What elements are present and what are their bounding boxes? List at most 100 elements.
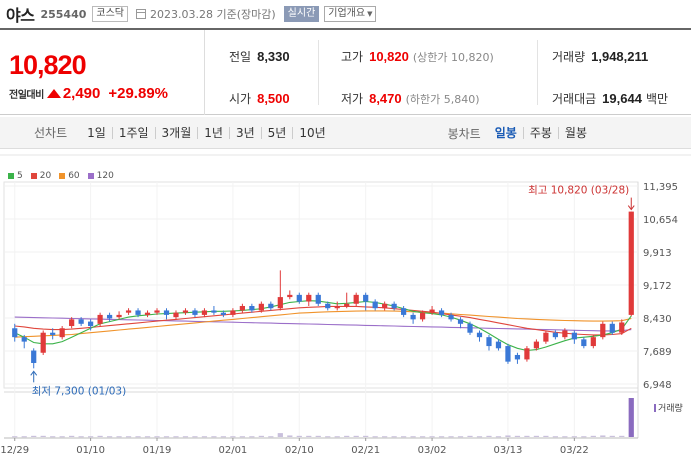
candle-body	[287, 294, 293, 298]
period-3m[interactable]: 3개월	[154, 126, 198, 139]
candle-body	[467, 323, 473, 333]
volume-bar	[581, 436, 587, 438]
candle-body	[135, 310, 141, 315]
candle-monthly[interactable]: 월봉	[557, 127, 593, 139]
y-tick-label: 6,948	[643, 380, 672, 391]
candle-body	[372, 301, 378, 309]
volume-bar	[173, 436, 179, 438]
candle-body	[144, 312, 151, 315]
legend-ma5: 5	[8, 171, 23, 181]
volume-bar	[495, 436, 502, 438]
legend-label: 60	[68, 171, 80, 181]
stat-volume-value: 1,948,211	[591, 49, 649, 64]
candle-body	[78, 319, 84, 324]
volume-bar	[50, 436, 56, 438]
candle-body	[325, 303, 331, 309]
x-tick-label: 01/19	[143, 445, 172, 455]
candle-body	[12, 328, 18, 338]
volume-bar	[476, 436, 483, 438]
candle-body	[69, 319, 75, 327]
volume-bar	[182, 436, 189, 438]
period-5y[interactable]: 5년	[260, 126, 293, 139]
divider	[537, 40, 538, 105]
volume-bars: 거래량	[12, 398, 683, 438]
stock-header: 야스 255440 코스닥 2023.03.28 기준(장마감) 실시간 기업개…	[0, 0, 691, 28]
candle-body	[154, 310, 160, 313]
volume-bar	[306, 435, 312, 437]
period-3y[interactable]: 3년	[228, 126, 261, 139]
volume-bar	[249, 436, 255, 438]
candle-body	[239, 305, 245, 311]
volume-bar	[78, 436, 84, 438]
period-1d[interactable]: 1일	[87, 125, 106, 140]
candle-weekly[interactable]: 주봉	[522, 127, 558, 139]
price-panel: 10,820 전일대비 2,490 +29.89% 전일 8,330 고가 10…	[0, 28, 691, 115]
period-10y[interactable]: 10년	[292, 126, 331, 139]
realtime-button[interactable]: 실시간	[283, 6, 320, 22]
moving-averages	[14, 300, 632, 352]
volume-bar	[125, 436, 132, 438]
stat-low-note: (하한가 5,840)	[405, 93, 480, 106]
volume-bar	[201, 436, 208, 438]
volume-bar	[239, 436, 245, 438]
volume-bar	[543, 435, 549, 437]
volume-bar	[353, 435, 359, 437]
line-chart-label[interactable]: 선차트	[34, 126, 68, 140]
ma-legend: 5 20 60 120	[8, 171, 122, 181]
stat-open: 시가 8,500	[229, 90, 290, 107]
volume-bar	[325, 436, 331, 438]
legend-ma20: 20	[30, 171, 51, 181]
candle-body	[334, 305, 340, 309]
stat-amount-unit: 백만	[645, 92, 669, 106]
candle-body	[173, 312, 179, 318]
y-tick-label: 10,654	[643, 215, 678, 226]
volume-bar	[410, 436, 416, 438]
volume-bar	[619, 435, 625, 437]
candle-body	[495, 341, 502, 349]
volume-bar	[40, 435, 46, 437]
calendar-icon	[136, 9, 146, 19]
candle-chart-label[interactable]: 봉차트	[447, 126, 481, 141]
period-1w[interactable]: 1주일	[111, 126, 155, 139]
stock-name[interactable]: 야스	[6, 6, 35, 25]
current-price: 10,820	[9, 50, 87, 80]
volume-bar	[12, 436, 18, 438]
chart-grid	[0, 154, 691, 439]
candle-body	[97, 314, 103, 324]
candle-body	[249, 305, 255, 311]
company-info-button[interactable]: 기업개요 ▼	[324, 6, 377, 22]
candles	[12, 211, 634, 369]
high-annotation: 최고 10,820 (03/28)	[528, 185, 629, 197]
legend-swatch	[87, 173, 94, 179]
stat-high-note: (상한가 10,820)	[412, 51, 494, 64]
x-tick-label: 03/02	[418, 445, 447, 455]
x-tick-label: 12/29	[0, 445, 29, 455]
low-annotation: 최저 7,300 (01/03)	[32, 385, 127, 397]
volume-bar	[192, 436, 198, 438]
volume-bar	[429, 436, 435, 438]
candle-body	[401, 308, 407, 315]
candle-body	[505, 346, 511, 362]
candle-body	[277, 297, 283, 309]
candle-body	[552, 332, 558, 338]
volume-bar	[97, 435, 103, 437]
candle-body	[258, 303, 264, 311]
candle-body	[562, 330, 568, 338]
volume-bar	[514, 435, 521, 437]
candle-body	[486, 337, 492, 347]
candle-body	[363, 294, 369, 302]
candle-body	[306, 294, 312, 302]
divider	[318, 40, 319, 105]
candle-body	[448, 314, 454, 320]
period-1y[interactable]: 1년	[197, 126, 229, 139]
stat-prev-label: 전일	[229, 50, 252, 64]
volume-bar	[88, 436, 94, 438]
legend-label: 5	[17, 171, 23, 181]
stat-open-label: 시가	[229, 92, 252, 106]
candle-body	[571, 332, 577, 340]
candle-body	[609, 323, 615, 333]
candle-body	[457, 319, 464, 324]
arrow-up-icon	[46, 89, 61, 98]
stat-open-value: 8,500	[257, 91, 290, 106]
candle-daily[interactable]: 일봉	[494, 126, 517, 140]
